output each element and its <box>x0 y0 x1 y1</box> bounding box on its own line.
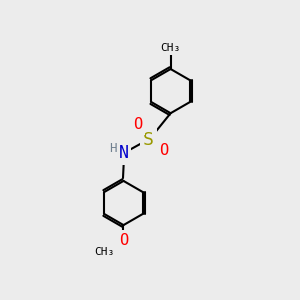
Text: CH₃: CH₃ <box>94 247 115 257</box>
Text: S: S <box>143 131 154 149</box>
Text: O: O <box>159 143 168 158</box>
Text: O: O <box>119 233 128 248</box>
Text: O: O <box>133 117 142 132</box>
Text: CH₃: CH₃ <box>160 43 181 52</box>
Text: H: H <box>110 142 117 155</box>
Text: N: N <box>118 144 128 162</box>
